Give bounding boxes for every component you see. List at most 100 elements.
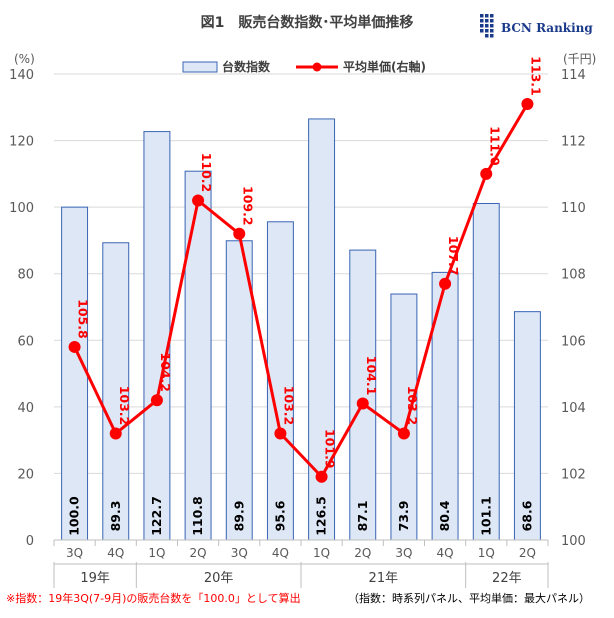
category-label: 4Q bbox=[107, 546, 124, 560]
right-tick-label: 104 bbox=[561, 401, 586, 416]
bar-value-label: 89.9 bbox=[231, 501, 246, 532]
bar-value-label: 110.8 bbox=[190, 496, 205, 536]
bar-value-label: 89.3 bbox=[108, 501, 123, 532]
line-value-label: 103.2 bbox=[281, 386, 296, 426]
logo-dot bbox=[490, 19, 494, 23]
logo-dot bbox=[480, 19, 484, 23]
line-value-label: 104.2 bbox=[158, 352, 173, 392]
legend: 台数指数 平均単価(右軸) bbox=[182, 59, 426, 74]
line-value-label: 113.1 bbox=[528, 56, 543, 96]
left-tick-label: 20 bbox=[17, 467, 34, 482]
left-tick-label: 0 bbox=[26, 534, 34, 549]
bar-value-label: 68.6 bbox=[519, 500, 534, 531]
logo-dot bbox=[485, 29, 489, 33]
line-point bbox=[192, 194, 205, 207]
right-axis-unit: (千円) bbox=[563, 52, 596, 66]
bar bbox=[266, 221, 294, 541]
logo-dot bbox=[485, 19, 489, 23]
left-tick-label: 100 bbox=[9, 201, 34, 216]
logo-dot bbox=[490, 29, 494, 33]
x-axis: 3Q 4Q 1Q 2Q 3Q 4Q 1Q 2Q 3Q 4Q 1Q 2Q 19年 20年 21年 22年 bbox=[53, 539, 549, 588]
line-point bbox=[233, 227, 246, 240]
bar bbox=[472, 202, 500, 541]
category-label: 1Q bbox=[478, 546, 495, 560]
category-label: 1Q bbox=[313, 546, 330, 560]
bar bbox=[61, 206, 89, 541]
right-tick-label: 114 bbox=[561, 68, 586, 83]
bar bbox=[225, 240, 253, 541]
left-tick-label: 60 bbox=[17, 334, 34, 349]
line-path bbox=[73, 103, 529, 479]
category-label: 4Q bbox=[437, 546, 454, 560]
line-point bbox=[68, 340, 81, 353]
line-value-label: 107.7 bbox=[446, 236, 461, 276]
bar bbox=[184, 170, 212, 541]
footnote-red: ※指数：19年3Q(7-9月)の販売台数を「100.0」として算出 bbox=[6, 591, 301, 605]
line-point bbox=[274, 427, 287, 440]
year-label: 22年 bbox=[492, 571, 522, 586]
right-tick-label: 112 bbox=[561, 135, 586, 150]
line-value-label: 105.8 bbox=[76, 299, 91, 339]
left-axis-ticks: 0 20 40 60 80 100 120 140 bbox=[9, 68, 34, 549]
logo-dot bbox=[490, 34, 494, 38]
left-tick-label: 80 bbox=[17, 268, 34, 283]
year-label: 21年 bbox=[369, 571, 399, 586]
left-axis-unit: (%) bbox=[14, 52, 35, 66]
line-point bbox=[439, 277, 452, 290]
logo-dot bbox=[490, 24, 494, 28]
line-series bbox=[68, 97, 534, 483]
category-label: 2Q bbox=[190, 546, 207, 560]
line-value-labels: 105.8 103.2 104.2 110.2 109.2 103.2 101.9 104.1… bbox=[76, 56, 544, 468]
right-axis-ticks: 100 102 104 106 108 110 112 114 bbox=[561, 68, 586, 549]
category-label: 3Q bbox=[66, 546, 83, 560]
line-point bbox=[480, 167, 493, 180]
bcn-logo-text: BCN Ranking bbox=[501, 21, 593, 35]
logo-dot bbox=[480, 24, 484, 28]
bar bbox=[513, 311, 541, 541]
bar-value-label: 122.7 bbox=[149, 496, 164, 536]
chart-title: 図1 販売台数指数･平均単価推移 bbox=[201, 14, 414, 31]
bar-series bbox=[61, 118, 541, 541]
line-point bbox=[150, 394, 163, 407]
logo-dot bbox=[490, 14, 494, 18]
bcn-logo-icon bbox=[480, 14, 494, 38]
line-value-label: 101.9 bbox=[323, 429, 338, 469]
category-label: 2Q bbox=[354, 546, 371, 560]
line-value-label: 109.2 bbox=[240, 186, 255, 226]
category-label: 1Q bbox=[148, 546, 165, 560]
right-tick-label: 108 bbox=[561, 268, 586, 283]
line-value-label: 111.0 bbox=[487, 126, 502, 166]
legend-line-label: 平均単価(右軸) bbox=[343, 59, 426, 74]
category-label: 3Q bbox=[231, 546, 248, 560]
line-point bbox=[356, 397, 369, 410]
line-point bbox=[521, 97, 534, 110]
line-point bbox=[109, 427, 122, 440]
year-label: 19年 bbox=[80, 571, 110, 586]
category-label: 4Q bbox=[272, 546, 289, 560]
logo-dot bbox=[480, 29, 484, 33]
legend-line-marker bbox=[312, 62, 322, 72]
bar-value-label: 95.6 bbox=[272, 500, 287, 531]
bar-value-labels: 100.0 89.3 122.7 110.8 89.9 95.6 126.5 87.1 73.9… bbox=[67, 496, 535, 536]
legend-bar-label: 台数指数 bbox=[222, 59, 271, 74]
bar-value-label: 101.1 bbox=[478, 496, 493, 536]
line-value-label: 103.2 bbox=[117, 386, 132, 426]
category-label: 2Q bbox=[519, 546, 536, 560]
bar-value-label: 100.0 bbox=[67, 496, 82, 536]
bar-value-label: 126.5 bbox=[314, 496, 329, 536]
line-point bbox=[315, 470, 328, 483]
bar-value-label: 73.9 bbox=[396, 501, 411, 532]
bar bbox=[143, 131, 171, 541]
category-label: 3Q bbox=[395, 546, 412, 560]
bar bbox=[102, 242, 130, 541]
footnote-black: （指数：時系列パネル、平均単価：最大パネル） bbox=[348, 591, 590, 605]
right-tick-label: 110 bbox=[561, 201, 586, 216]
right-tick-label: 102 bbox=[561, 467, 586, 482]
line-value-label: 110.2 bbox=[199, 153, 214, 193]
bcn-logo: BCN Ranking bbox=[480, 14, 593, 38]
line-value-label: 103.2 bbox=[405, 386, 420, 426]
year-label: 20年 bbox=[204, 571, 234, 586]
right-tick-label: 106 bbox=[561, 334, 586, 349]
bar-value-label: 80.4 bbox=[437, 500, 452, 531]
